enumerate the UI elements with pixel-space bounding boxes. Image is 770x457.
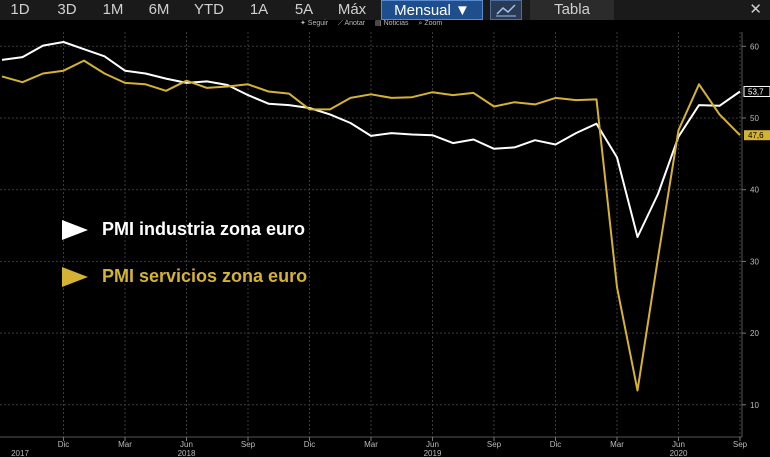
- year-label: 2019: [424, 449, 442, 457]
- x-tick-label: Dic: [304, 440, 316, 449]
- x-tick-label: Dic: [550, 440, 562, 449]
- grid: [0, 32, 746, 441]
- annotate-button[interactable]: ⟋ Anotar: [338, 20, 366, 27]
- y-axis: 10 20 30 40 50 60: [750, 42, 759, 410]
- x-tick-label: Sep: [733, 440, 748, 449]
- year-label: 2017: [11, 449, 29, 457]
- news-button[interactable]: ▤ Noticias: [375, 20, 409, 27]
- y-tick-label: 20: [750, 329, 759, 338]
- range-max-button[interactable]: Máx: [337, 1, 367, 18]
- year-label: 2020: [670, 449, 688, 457]
- x-tick-label: Mar: [364, 440, 378, 449]
- legend-label-industria: PMI industria zona euro: [102, 219, 306, 239]
- last-value-box: [743, 85, 770, 97]
- follow-button[interactable]: ✦ Seguir: [300, 20, 329, 27]
- range-5a-button[interactable]: 5A: [294, 1, 314, 18]
- yellow-arrow-icon: [62, 267, 88, 288]
- x-tick-label: Dic: [58, 440, 70, 449]
- x-tick-label: Sep: [241, 440, 256, 449]
- range-1d-button[interactable]: 1D: [10, 1, 30, 18]
- x-tick-label: Mar: [118, 440, 132, 449]
- close-icon[interactable]: ✕: [749, 1, 762, 18]
- y-tick-label: 30: [750, 257, 759, 266]
- y-tick-label: 10: [750, 401, 759, 410]
- series-line-industria: [1, 41, 741, 238]
- toolbar: 1D 3D 1M 6M YTD 1A 5A Máx Mensual ▼ Tabl…: [0, 0, 770, 20]
- range-1a-button[interactable]: 1A: [249, 1, 269, 18]
- table-button[interactable]: Tabla: [530, 0, 614, 20]
- y-tick-label: 50: [750, 114, 759, 123]
- x-tick-label: Sep: [487, 440, 502, 449]
- period-dropdown[interactable]: Mensual ▼: [381, 0, 483, 20]
- last-value-text: 53,7: [748, 87, 764, 96]
- last-value-label-servicios: 47,6: [744, 130, 770, 141]
- year-label: 2018: [178, 449, 196, 457]
- white-arrow-icon: [62, 220, 88, 241]
- legend-label-servicios: PMI servicios zona euro: [102, 266, 308, 286]
- x-tick-label: Jun: [672, 440, 685, 449]
- x-tick-label: Jun: [426, 440, 439, 449]
- x-axis: Dic Mar Jun Sep Dic Mar Jun Sep Dic Mar Jun Sep 2017…: [11, 440, 748, 457]
- last-value-box: [744, 130, 770, 141]
- legend-industria: PMI industria zona euro: [62, 219, 306, 241]
- range-6m-button[interactable]: 6M: [148, 1, 170, 18]
- x-tick-label: Jun: [180, 440, 193, 449]
- last-value-labels: 53,7 47,6: [743, 85, 770, 141]
- range-ytd-button[interactable]: YTD: [194, 1, 224, 18]
- last-value-text: 47,6: [748, 131, 764, 140]
- line-chart-icon[interactable]: [490, 0, 522, 20]
- range-3d-button[interactable]: 3D: [57, 1, 77, 18]
- y-tick-label: 40: [750, 186, 759, 195]
- y-tick-label: 60: [750, 42, 759, 51]
- x-tick-label: Mar: [610, 440, 624, 449]
- range-1m-button[interactable]: 1M: [102, 1, 124, 18]
- last-value-label-industria: 53,7: [743, 85, 770, 97]
- legend-servicios: PMI servicios zona euro: [62, 266, 308, 288]
- series-line-servicios: [1, 59, 741, 392]
- chart-actions: ✦ Seguir ⟋ Anotar ▤ Noticias ⌕ Zoom: [300, 19, 450, 31]
- zoom-button[interactable]: ⌕ Zoom: [418, 20, 443, 27]
- series-lines: [1, 41, 741, 392]
